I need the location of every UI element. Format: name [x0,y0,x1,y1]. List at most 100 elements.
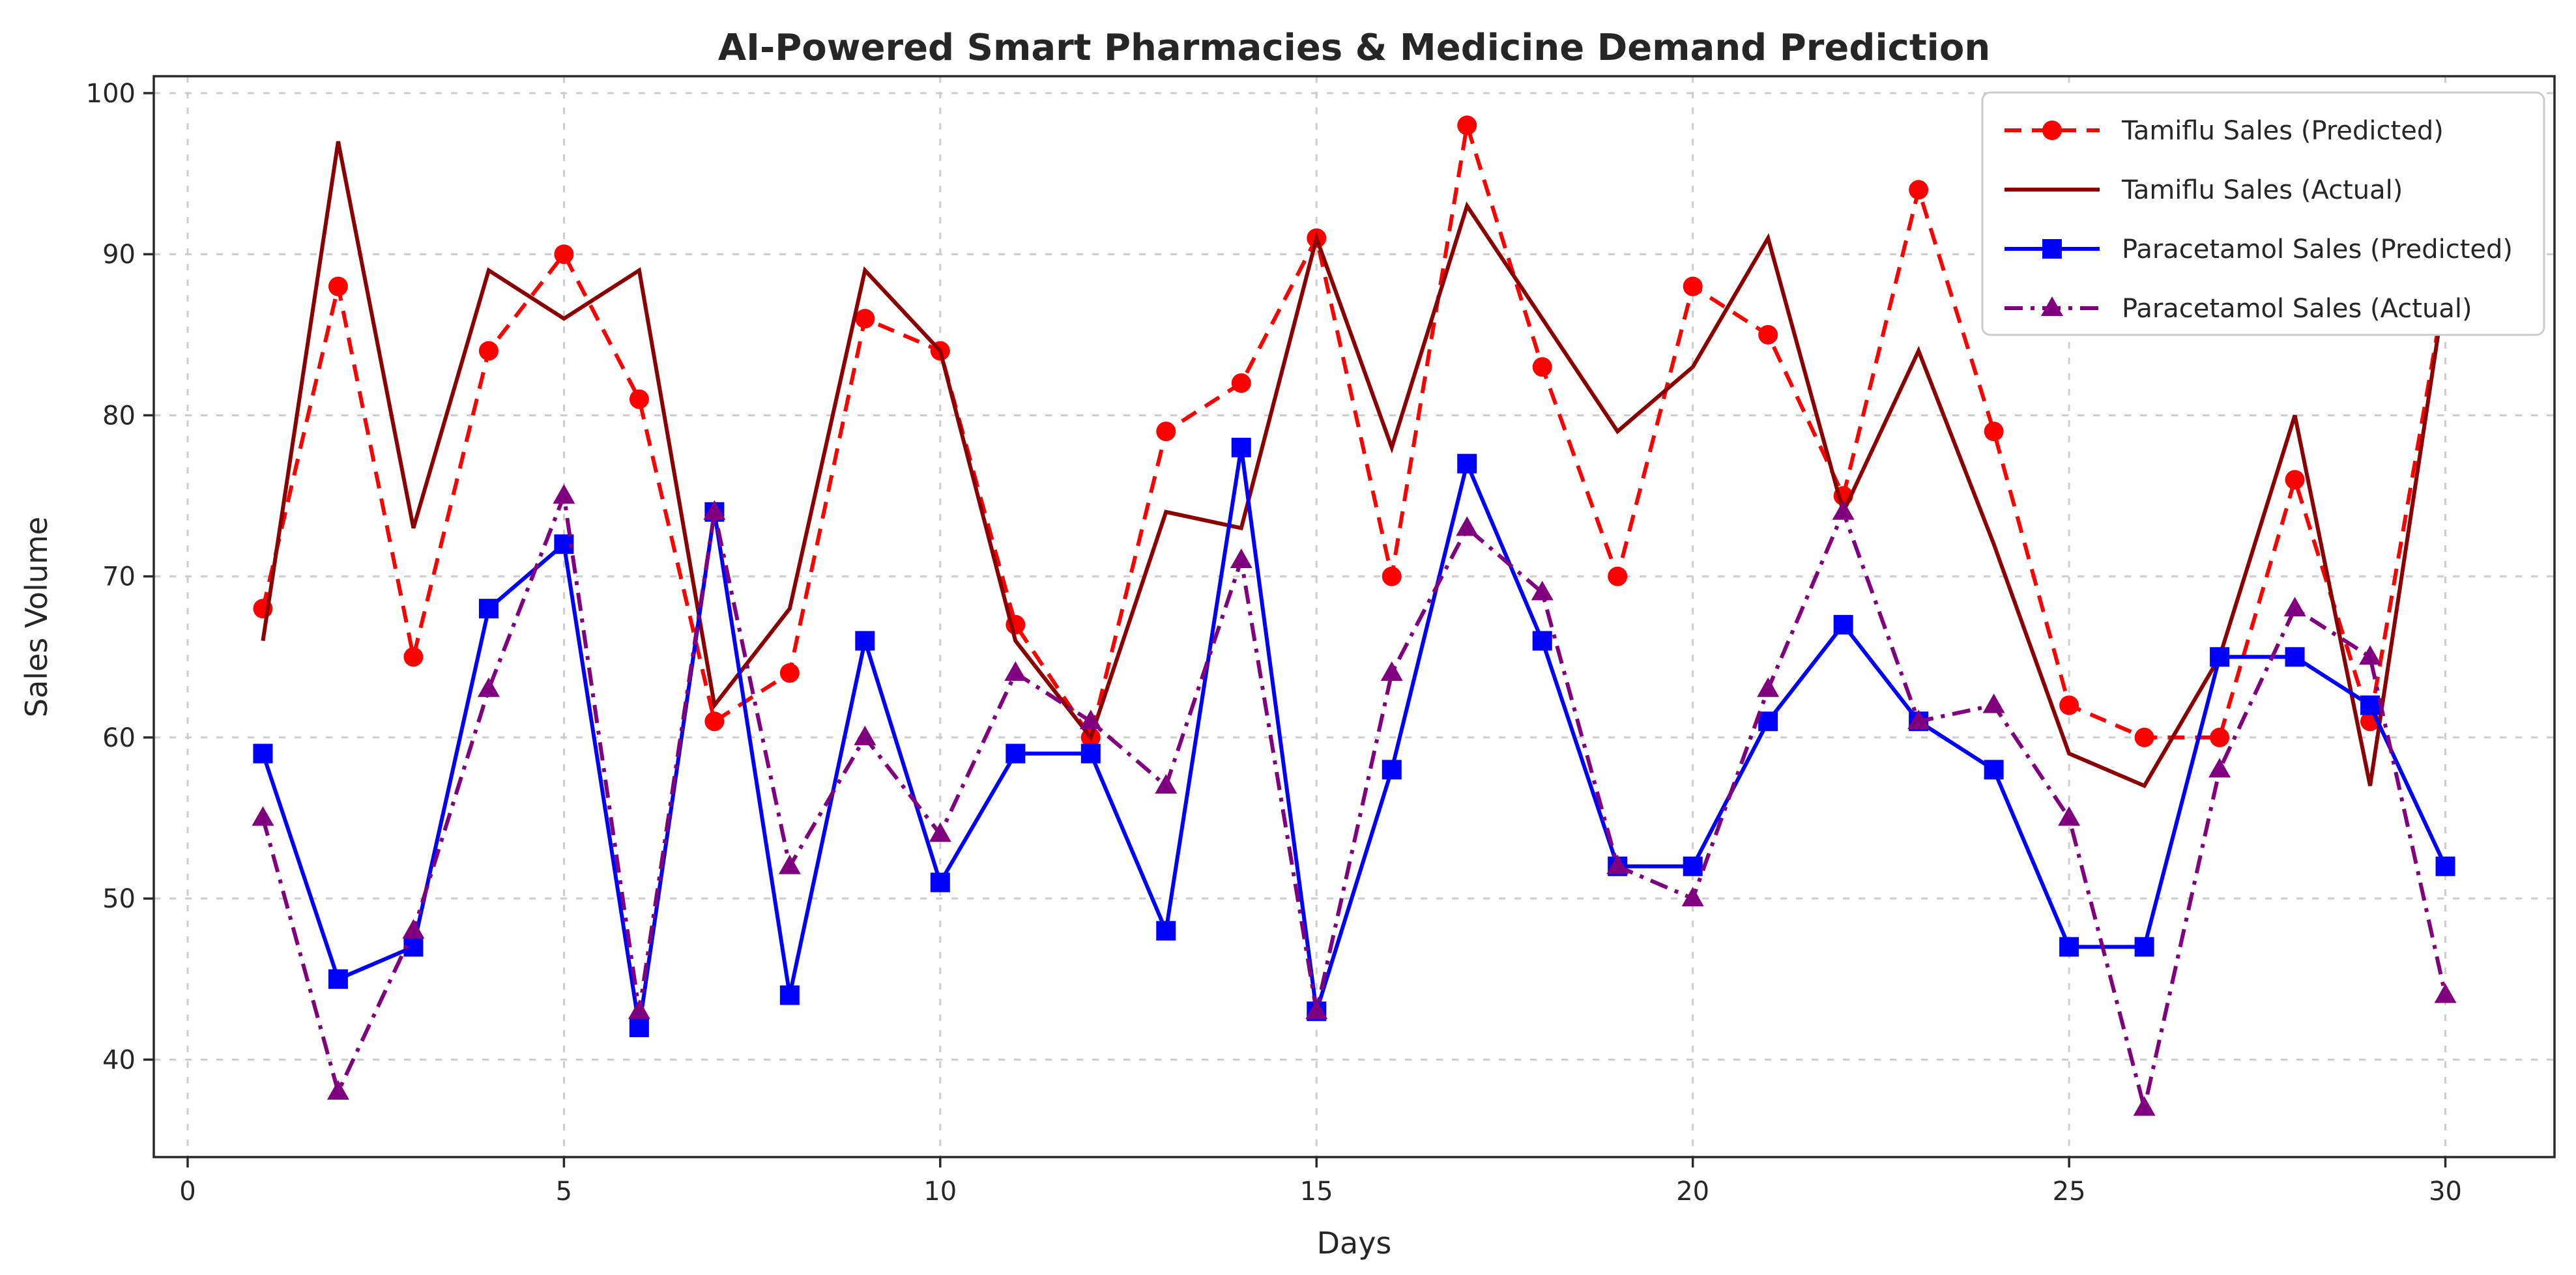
data-point-square [629,1017,649,1037]
axes [143,75,2556,1168]
data-point-circle [1683,276,1703,296]
x-tick-label: 0 [179,1177,195,1207]
data-point-circle [1532,357,1552,377]
data-point-square [1231,437,1251,457]
data-point-triangle [1757,677,1780,697]
data-point-triangle [1305,999,1328,1020]
data-series [252,115,2457,1116]
data-point-triangle [2434,983,2457,1003]
data-point-triangle [1907,709,1930,730]
series-tamiflu-sales-predicted- [253,115,2455,747]
series-paracetamol-sales-actual- [252,484,2457,1116]
data-point-square [478,599,499,619]
data-point-circle [2134,727,2154,747]
data-point-triangle [778,854,801,874]
y-tick-label: 90 [102,240,136,270]
series-line [261,447,2448,1028]
plot-border [152,75,2556,1158]
data-point-circle [328,276,348,296]
data-point-circle [1608,566,1628,586]
legend-item-label: Paracetamol Sales (Actual) [2122,294,2472,324]
legend-item-label: Paracetamol Sales (Predicted) [2122,235,2513,265]
x-tick-label: 25 [2053,1177,2086,1207]
data-point-circle [2042,121,2062,140]
y-tick-label: 100 [86,79,136,109]
data-point-circle [403,647,424,667]
data-point-triangle [1004,661,1027,681]
x-tick-label: 20 [1676,1177,1709,1207]
data-point-square [253,743,273,764]
data-point-square [779,985,800,1005]
data-point-square [1532,631,1552,651]
legend-item: Paracetamol Sales (Actual) [2004,294,2472,324]
data-point-circle [629,389,649,409]
data-point-square [1382,760,1402,780]
series-line [261,141,2448,788]
data-point-circle [2210,727,2230,747]
data-point-circle [855,309,875,329]
x-tick-label: 5 [556,1177,572,1207]
y-tick-label: 80 [102,401,136,431]
data-point-triangle [2133,1096,2156,1116]
data-point-circle [1984,422,2004,442]
y-axis-label: Sales Volume [19,517,54,717]
data-point-square [1006,743,1026,764]
data-point-circle [2285,470,2305,490]
data-point-triangle [1681,887,1704,907]
data-point-square [1683,856,1703,876]
chart-title: AI-Powered Smart Pharmacies & Medicine D… [718,27,1990,69]
legend-item: Tamiflu Sales (Predicted) [2004,116,2444,146]
data-point-circle [1758,324,1778,345]
data-point-circle [1231,373,1251,393]
data-point-triangle [1380,661,1403,681]
data-point-circle [554,244,574,265]
data-point-triangle [1982,693,2005,713]
series-tamiflu-sales-actual- [261,141,2448,788]
data-point-square [328,969,348,989]
data-point-square [2360,695,2381,715]
data-point-square [1758,711,1778,732]
legend-item: Tamiflu Sales (Actual) [2004,175,2403,205]
data-point-circle [1909,180,1929,200]
y-tick-label: 40 [102,1045,136,1075]
y-tick-label: 60 [102,723,136,753]
y-tick-label: 50 [102,884,136,914]
x-axis-label: Days [1317,1225,1392,1261]
data-point-triangle [628,999,650,1020]
data-point-circle [1457,115,1477,136]
data-point-triangle [2208,758,2231,778]
data-point-triangle [252,806,274,826]
data-point-square [2059,937,2079,957]
data-point-triangle [1606,854,1629,874]
legend: Tamiflu Sales (Predicted) Tamiflu Sales (… [1981,91,2545,336]
data-point-triangle [854,725,876,745]
data-point-triangle [2359,645,2382,665]
data-point-circle [704,711,725,732]
data-point-triangle [1531,580,1554,601]
legend-item-label: Tamiflu Sales (Actual) [2121,175,2403,205]
data-point-triangle [2058,806,2081,826]
data-point-square [1984,760,2004,780]
data-point-circle [2059,695,2079,715]
data-point-triangle [2283,597,2306,617]
data-point-triangle [1230,548,1252,568]
tick-labels: 0 5 10 15 20 25 30 40 50 60 70 80 90 100 [86,79,2462,1207]
x-tick-label: 10 [923,1177,957,1207]
data-point-triangle [2041,296,2063,316]
data-point-square [930,872,950,893]
data-point-circle [779,663,800,683]
data-point-triangle [1155,774,1178,794]
x-tick-label: 15 [1300,1177,1333,1207]
data-point-square [855,631,875,651]
data-point-triangle [1832,500,1855,520]
legend-item-label: Tamiflu Sales (Predicted) [2121,116,2444,146]
data-point-circle [1156,422,1176,442]
legend-item: Paracetamol Sales (Predicted) [2004,235,2513,265]
data-point-triangle [1079,709,1102,730]
data-point-circle [1382,566,1402,586]
data-point-square [2285,647,2305,667]
data-point-square [1080,743,1101,764]
data-point-square [1457,453,1477,474]
